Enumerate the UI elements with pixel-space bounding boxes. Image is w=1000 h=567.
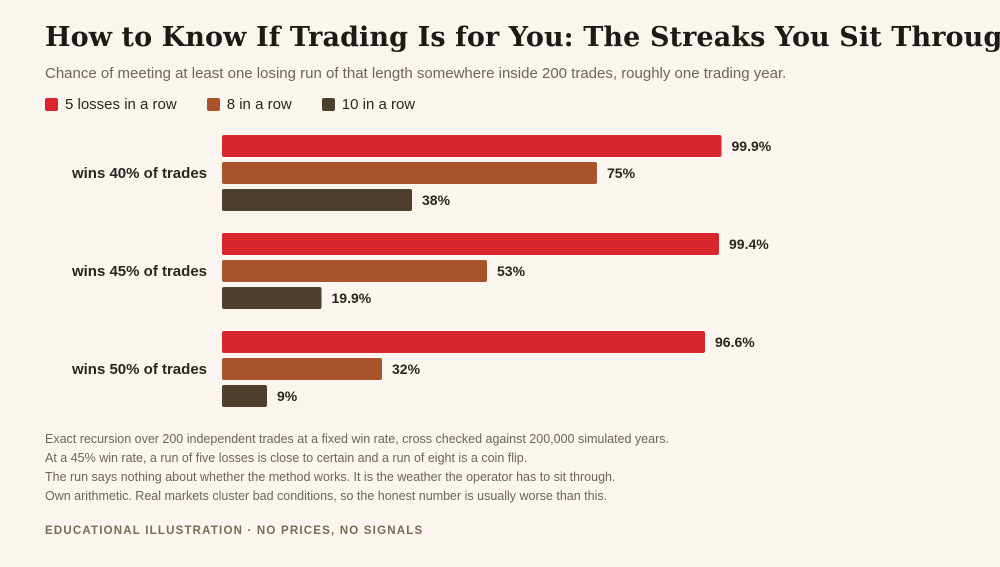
- legend-swatch-5-losses: [45, 98, 58, 111]
- data-label: 9%: [277, 388, 298, 404]
- data-label: 53%: [497, 263, 526, 279]
- bar: [222, 331, 705, 353]
- data-label: 96.6%: [715, 334, 755, 350]
- footer-disclaimer: EDUCATIONAL ILLUSTRATION · NO PRICES, NO…: [45, 525, 424, 537]
- bar: [222, 260, 487, 282]
- footnotes: Exact recursion over 200 independent tra…: [45, 430, 669, 506]
- bar: [222, 189, 412, 211]
- chart-title: How to Know If Trading Is for You: The S…: [45, 22, 1000, 53]
- legend-label-10-losses: 10 in a row: [341, 96, 416, 113]
- footnote-4: Own arithmetic. Real markets cluster bad…: [45, 489, 608, 503]
- legend: 5 losses in a row 8 in a row 10 in a row: [45, 96, 445, 113]
- bar: [222, 385, 267, 407]
- data-label: 19.9%: [332, 290, 372, 306]
- category-label: wins 40% of trades: [71, 165, 207, 182]
- bar: [222, 358, 382, 380]
- footnote-1: Exact recursion over 200 independent tra…: [45, 432, 669, 446]
- data-label: 99.4%: [729, 236, 769, 252]
- data-label: 38%: [422, 192, 451, 208]
- bar: [222, 233, 719, 255]
- legend-item-10-losses: 10 in a row: [321, 96, 416, 113]
- data-label: 32%: [392, 361, 421, 377]
- footnote-2: At a 45% win rate, a run of five losses …: [45, 451, 528, 465]
- legend-item-8-losses: 8 in a row: [206, 96, 292, 113]
- bar: [222, 162, 597, 184]
- category-label: wins 50% of trades: [71, 361, 207, 378]
- footnote-3: The run says nothing about whether the m…: [45, 470, 616, 484]
- legend-label-5-losses: 5 losses in a row: [65, 96, 177, 113]
- bar: [222, 135, 722, 157]
- data-label: 99.9%: [732, 138, 772, 154]
- legend-swatch-10-losses: [321, 98, 335, 111]
- legend-swatch-8-losses: [206, 98, 220, 111]
- legend-label-8-losses: 8 in a row: [226, 96, 292, 113]
- legend-item-5-losses: 5 losses in a row: [45, 96, 177, 113]
- bar: [222, 287, 322, 309]
- chart-subtitle: Chance of meeting at least one losing ru…: [45, 65, 787, 82]
- data-label: 75%: [607, 165, 636, 181]
- category-label: wins 45% of trades: [71, 263, 207, 280]
